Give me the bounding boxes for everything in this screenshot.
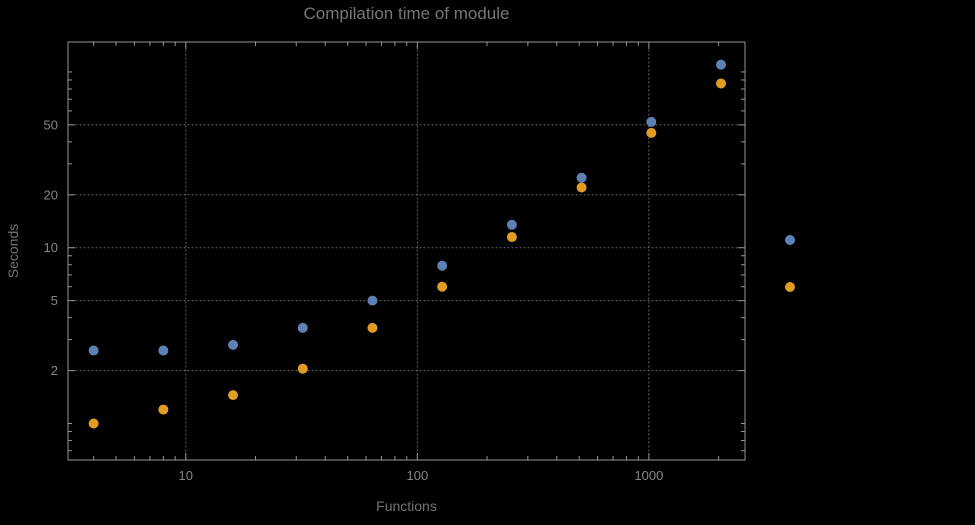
- data-point-orange: [576, 182, 587, 193]
- y-axis-label: Seconds: [5, 223, 21, 279]
- legend-marker-blue: [785, 235, 795, 245]
- chart-title: Compilation time of module: [303, 4, 510, 23]
- data-point-blue: [646, 116, 657, 127]
- data-point-orange: [716, 78, 727, 89]
- x-tick-label: 100: [406, 468, 428, 483]
- data-point-orange: [367, 322, 378, 333]
- data-point-blue: [437, 260, 448, 271]
- data-point-orange: [88, 418, 99, 429]
- data-point-blue: [297, 322, 308, 333]
- y-tick-label: 20: [44, 187, 58, 202]
- x-tick-label: 1000: [634, 468, 663, 483]
- data-point-orange: [158, 404, 169, 415]
- data-point-blue: [88, 345, 99, 356]
- data-point-blue: [576, 172, 587, 183]
- y-tick-label: 2: [51, 363, 58, 378]
- data-point-orange: [437, 281, 448, 292]
- x-tick-label: 10: [179, 468, 193, 483]
- data-point-blue: [228, 339, 239, 350]
- y-tick-label: 50: [44, 117, 58, 132]
- data-point-blue: [158, 345, 169, 356]
- legend-marker-orange: [785, 282, 795, 292]
- plot-frame: [67, 41, 746, 461]
- data-point-blue: [367, 295, 378, 306]
- data-point-blue: [506, 219, 517, 230]
- data-point-orange: [646, 127, 657, 138]
- y-tick-label: 5: [51, 293, 58, 308]
- y-tick-label: 10: [44, 240, 58, 255]
- data-point-orange: [228, 390, 239, 401]
- x-axis-label: Functions: [376, 498, 437, 514]
- data-point-orange: [297, 363, 308, 374]
- data-point-blue: [716, 59, 727, 70]
- data-point-orange: [506, 232, 517, 243]
